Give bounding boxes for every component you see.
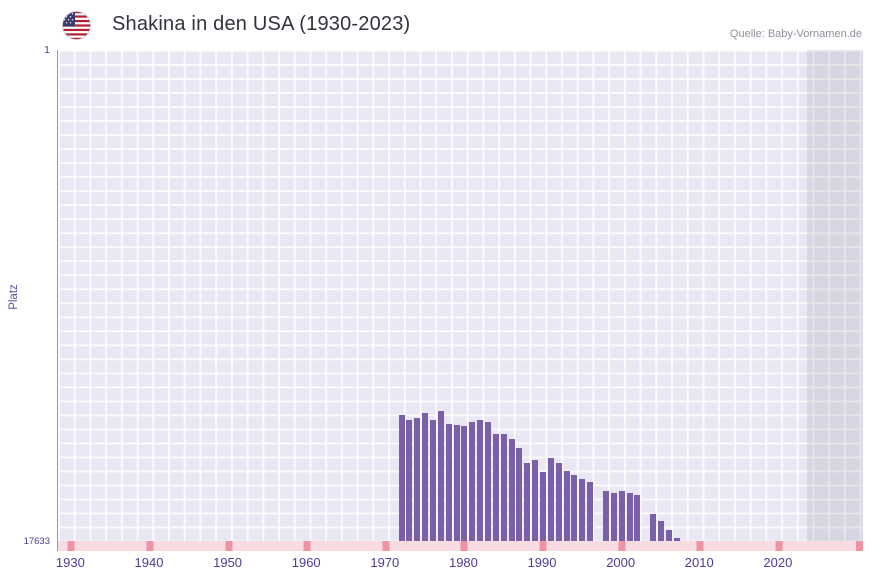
bar-1999 bbox=[610, 493, 617, 541]
bar-2001 bbox=[626, 493, 633, 541]
decade-tick-1980 bbox=[460, 541, 468, 551]
bar-1982 bbox=[477, 420, 484, 541]
bar-2006 bbox=[665, 530, 672, 541]
source-credit: Quelle: Baby-Vornamen.de bbox=[729, 28, 862, 40]
bar-1988 bbox=[524, 462, 531, 541]
x-tick-1960: 1960 bbox=[291, 555, 321, 570]
y-axis-top-label: 1 bbox=[44, 44, 50, 56]
y-axis-title: Platz bbox=[8, 284, 20, 310]
bar-1996 bbox=[587, 482, 594, 541]
page-title: Shakina in den USA (1930-2023) bbox=[112, 13, 411, 35]
decade-tick-1990 bbox=[539, 541, 547, 551]
bar-2002 bbox=[634, 495, 641, 541]
bar-1991 bbox=[547, 457, 554, 541]
bar-1973 bbox=[406, 420, 413, 541]
bar-1998 bbox=[602, 491, 609, 541]
decade-tick-1930 bbox=[67, 541, 75, 551]
bar-1972 bbox=[398, 414, 405, 541]
header: Shakina in den USA (1930-2023) Quelle: B… bbox=[0, 0, 873, 48]
bar-1985 bbox=[500, 433, 507, 541]
bar-1976 bbox=[429, 419, 436, 541]
decade-tick-1970 bbox=[382, 541, 390, 551]
bar-2000 bbox=[618, 491, 625, 541]
plot-area bbox=[57, 50, 863, 551]
us-flag-icon bbox=[62, 11, 91, 40]
bar-1984 bbox=[492, 433, 499, 541]
bar-1974 bbox=[414, 417, 421, 541]
bar-1992 bbox=[555, 462, 562, 541]
decade-tick-1940 bbox=[146, 541, 154, 551]
x-tick-2000: 2000 bbox=[606, 555, 636, 570]
bar-2007 bbox=[673, 537, 680, 541]
bar-1995 bbox=[579, 478, 586, 541]
decade-tick-1950 bbox=[225, 541, 233, 551]
bar-1979 bbox=[453, 425, 460, 541]
bar-1993 bbox=[563, 470, 570, 541]
x-tick-1990: 1990 bbox=[527, 555, 557, 570]
bar-1980 bbox=[461, 426, 468, 541]
bar-1981 bbox=[469, 422, 476, 541]
x-tick-1940: 1940 bbox=[134, 555, 164, 570]
bar-1989 bbox=[532, 459, 539, 541]
decade-tick-2000 bbox=[618, 541, 626, 551]
decade-tick-2010 bbox=[696, 541, 704, 551]
bar-1987 bbox=[516, 447, 523, 541]
bar-1975 bbox=[422, 413, 429, 541]
baseline-end-tick bbox=[856, 541, 863, 551]
decade-tick-2020 bbox=[775, 541, 783, 551]
bar-1978 bbox=[445, 424, 452, 541]
x-tick-1950: 1950 bbox=[213, 555, 243, 570]
bar-1994 bbox=[571, 474, 578, 541]
bar-1977 bbox=[437, 410, 444, 541]
bars-layer bbox=[58, 50, 863, 541]
x-tick-2010: 2010 bbox=[684, 555, 714, 570]
future-region bbox=[807, 50, 863, 551]
bar-1983 bbox=[485, 422, 491, 541]
x-tick-2020: 2020 bbox=[763, 555, 793, 570]
x-tick-1970: 1970 bbox=[370, 555, 400, 570]
bar-1986 bbox=[508, 439, 515, 541]
x-tick-1980: 1980 bbox=[448, 555, 478, 570]
bar-1990 bbox=[540, 471, 547, 541]
bar-2004 bbox=[650, 513, 657, 541]
x-tick-1930: 1930 bbox=[55, 555, 85, 570]
bar-2005 bbox=[657, 520, 664, 541]
y-axis-bottom-label: 17633 bbox=[23, 536, 50, 547]
baseline-strip bbox=[58, 541, 863, 551]
decade-tick-1960 bbox=[303, 541, 311, 551]
x-axis-labels: 1930 1940 1950 1960 1970 1980 1990 2000 2010 2020 bbox=[55, 555, 862, 577]
